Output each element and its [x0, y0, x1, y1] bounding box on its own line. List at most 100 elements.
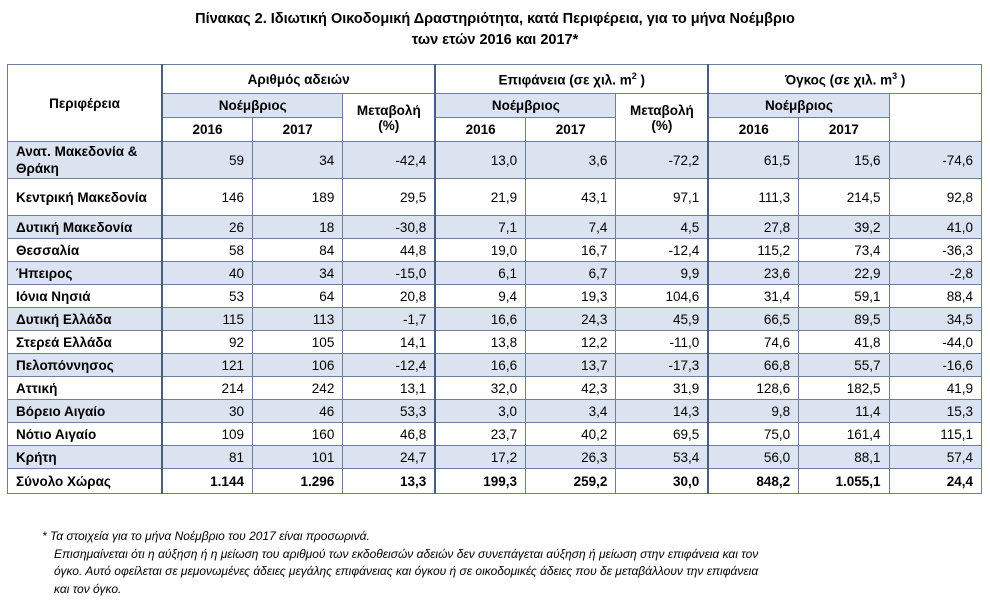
region-name: Ήπειρος	[7, 261, 163, 285]
cell-pch: 14,1	[342, 330, 436, 354]
cell-pch: -1,7	[342, 307, 436, 331]
header-area-change: Μεταβολή (%)	[615, 93, 709, 142]
table-row: Δυτική Μακεδονία 26 18 -30,8 7,1 7,4 4,5 27,8 39…	[7, 215, 983, 239]
region-name: Πελοπόννησος	[7, 353, 163, 377]
cell-v17: 11,4	[798, 399, 890, 423]
cell-p16: 115	[161, 307, 253, 331]
cell-p17: 160	[251, 422, 344, 446]
cell-ach: -12,4	[615, 238, 709, 262]
header-permits-change: Μεταβολή (%)	[342, 93, 436, 142]
cell-v16: 74,6	[707, 330, 800, 354]
cell-p16: 92	[161, 330, 253, 354]
cell-v16: 56,0	[707, 445, 800, 469]
cell-a16: 3,0	[434, 399, 527, 423]
cell-p17: 46	[251, 399, 344, 423]
cell-a16: 21,9	[434, 178, 527, 216]
cell-vch: 34,5	[888, 307, 983, 331]
region-name: Ανατ. Μακεδονία & Θράκη	[7, 141, 163, 179]
table-row: Ανατ. Μακεδονία & Θράκη 59 34 -42,4 13,0 3,6-…	[7, 141, 983, 179]
cell-vch: -16,6	[888, 353, 983, 377]
cell-a16: 9,4	[434, 284, 527, 308]
title-line-2: των ετών 2016 και 2017*	[411, 32, 579, 48]
cell-ach: 53,4	[615, 445, 709, 469]
cell-a17: 40,2	[525, 422, 617, 446]
cell-pch: 44,8	[342, 238, 436, 262]
region-name: Δυτική Ελλάδα	[7, 307, 163, 331]
header-area-2017: 2017	[525, 117, 617, 142]
table-row: Δυτική Ελλάδα 115 113 -1,7 16,6 24,3 45,9 66,5 8…	[7, 307, 983, 331]
cell-p16: 53	[161, 284, 253, 308]
cell-v17: 73,4	[798, 238, 890, 262]
cell-ach: 31,9	[615, 376, 709, 400]
cell-v17: 182,5	[798, 376, 890, 400]
cell-pch: -12,4	[342, 353, 436, 377]
table-row: Κεντρική Μακεδονία 146 189 29,5 21,9 43,1 97,1…	[7, 178, 983, 216]
cell-p17: 18	[251, 215, 344, 239]
cell-v17: 161,4	[798, 422, 890, 446]
cell-vch: -36,3	[888, 238, 983, 262]
cell-a17: 3,4	[525, 399, 617, 423]
header-area: Επιφάνεια (σε χιλ. m2 )	[434, 64, 709, 94]
cell-a17: 3,6	[525, 141, 617, 179]
cell-p17: 34	[251, 261, 344, 285]
cell-ach: -11,0	[615, 330, 709, 354]
cell-vch: 24,4	[888, 468, 983, 494]
region-name: Στερεά Ελλάδα	[7, 330, 163, 354]
cell-pch: 53,3	[342, 399, 436, 423]
cell-vch: 15,3	[888, 399, 983, 423]
cell-v17: 22,9	[798, 261, 890, 285]
cell-a16: 17,2	[434, 445, 527, 469]
table-row: Θεσσαλία 58 84 44,8 19,0 16,7 -12,4 115,2 73,4 -3…	[7, 238, 983, 262]
table-body: Ανατ. Μακεδονία & Θράκη 59 34 -42,4 13,0 3,6-…	[7, 141, 983, 494]
table-title: Πίνακας 2. Ιδιωτική Οικοδομική Δραστηριό…	[0, 9, 990, 51]
cell-ach: 69,5	[615, 422, 709, 446]
cell-pch: 29,5	[342, 178, 436, 216]
cell-pch: 13,1	[342, 376, 436, 400]
region-name: Αττική	[7, 376, 163, 400]
cell-p17: 242	[251, 376, 344, 400]
table-row: Αττική 214 242 13,1 32,0 42,3 31,9 128,6 182,5 41…	[7, 376, 983, 400]
cell-v16: 75,0	[707, 422, 800, 446]
cell-v17: 89,5	[798, 307, 890, 331]
cell-ach: 9,9	[615, 261, 709, 285]
cell-v16: 31,4	[707, 284, 800, 308]
cell-p16: 121	[161, 353, 253, 377]
cell-v16: 27,8	[707, 215, 800, 239]
cell-p17: 113	[251, 307, 344, 331]
cell-p16: 58	[161, 238, 253, 262]
header-permits-2017: 2017	[251, 117, 344, 142]
cell-v17: 59,1	[798, 284, 890, 308]
cell-ach: 30,0	[615, 468, 709, 494]
cell-p16: 1.144	[161, 468, 253, 494]
cell-vch: 92,8	[888, 178, 983, 216]
cell-v17: 55,7	[798, 353, 890, 377]
cell-a17: 259,2	[525, 468, 617, 494]
footnote-remark-2: όγκο. Αυτό οφείλεται σε μεμονωμένες άδει…	[54, 564, 759, 578]
cell-p16: 30	[161, 399, 253, 423]
table-row: Ήπειρος 40 34 -15,0 6,1 6,7 9,9 23,6 22,9 -2,8	[7, 261, 983, 285]
cell-v16: 61,5	[707, 141, 800, 179]
cell-v16: 66,8	[707, 353, 800, 377]
data-table: Περιφέρεια Αριθμός αδειών Επιφάνεια (σε …	[7, 64, 983, 494]
region-name: Κρήτη	[7, 445, 163, 469]
cell-p16: 146	[161, 178, 253, 216]
header-volume-2017: 2017	[798, 117, 890, 142]
cell-v17: 39,2	[798, 215, 890, 239]
cell-a17: 19,3	[525, 284, 617, 308]
cell-vch: -74,6	[888, 141, 983, 179]
table-row: Στερεά Ελλάδα 92 105 14,1 13,8 12,2 -11,0 74,6 4…	[7, 330, 983, 354]
cell-v17: 41,8	[798, 330, 890, 354]
cell-v16: 9,8	[707, 399, 800, 423]
cell-vch: -2,8	[888, 261, 983, 285]
cell-a16: 16,6	[434, 353, 527, 377]
table-row: Βόρειο Αιγαίο 30 46 53,3 3,0 3,4 14,3 9,8 11,4 15…	[7, 399, 983, 423]
cell-a17: 43,1	[525, 178, 617, 216]
table-row: Κρήτη 81 101 24,7 17,2 26,3 53,4 56,0 88,1 57,4	[7, 445, 983, 469]
cell-vch: 57,4	[888, 445, 983, 469]
region-name: Βόρειο Αιγαίο	[7, 399, 163, 423]
cell-v16: 128,6	[707, 376, 800, 400]
cell-vch: -44,0	[888, 330, 983, 354]
header-permits: Αριθμός αδειών	[161, 64, 436, 94]
table-row: Ιόνια Νησιά 53 64 20,8 9,4 19,3 104,6 31,4 59,1 8…	[7, 284, 983, 308]
cell-p17: 189	[251, 178, 344, 216]
